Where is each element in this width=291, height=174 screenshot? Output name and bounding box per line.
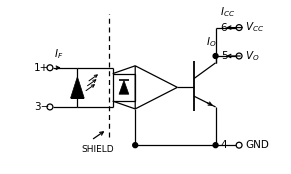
Circle shape	[213, 143, 218, 148]
Text: $I_O$: $I_O$	[206, 35, 216, 49]
Text: 1+: 1+	[34, 63, 49, 73]
Text: 3−: 3−	[34, 102, 50, 112]
Polygon shape	[70, 77, 84, 98]
Text: $I_F$: $I_F$	[54, 47, 63, 61]
Text: SHIELD: SHIELD	[81, 145, 114, 154]
Text: 5: 5	[221, 51, 227, 61]
Text: $V_{CC}$: $V_{CC}$	[245, 21, 264, 34]
Circle shape	[133, 143, 138, 148]
Polygon shape	[119, 81, 129, 94]
Text: 6: 6	[221, 23, 227, 33]
Text: GND: GND	[245, 140, 269, 150]
Text: $V_O$: $V_O$	[245, 49, 260, 63]
Text: 4: 4	[221, 140, 227, 150]
Text: $I_{CC}$: $I_{CC}$	[221, 5, 236, 19]
Circle shape	[213, 54, 218, 58]
Bar	[113, 74, 135, 101]
